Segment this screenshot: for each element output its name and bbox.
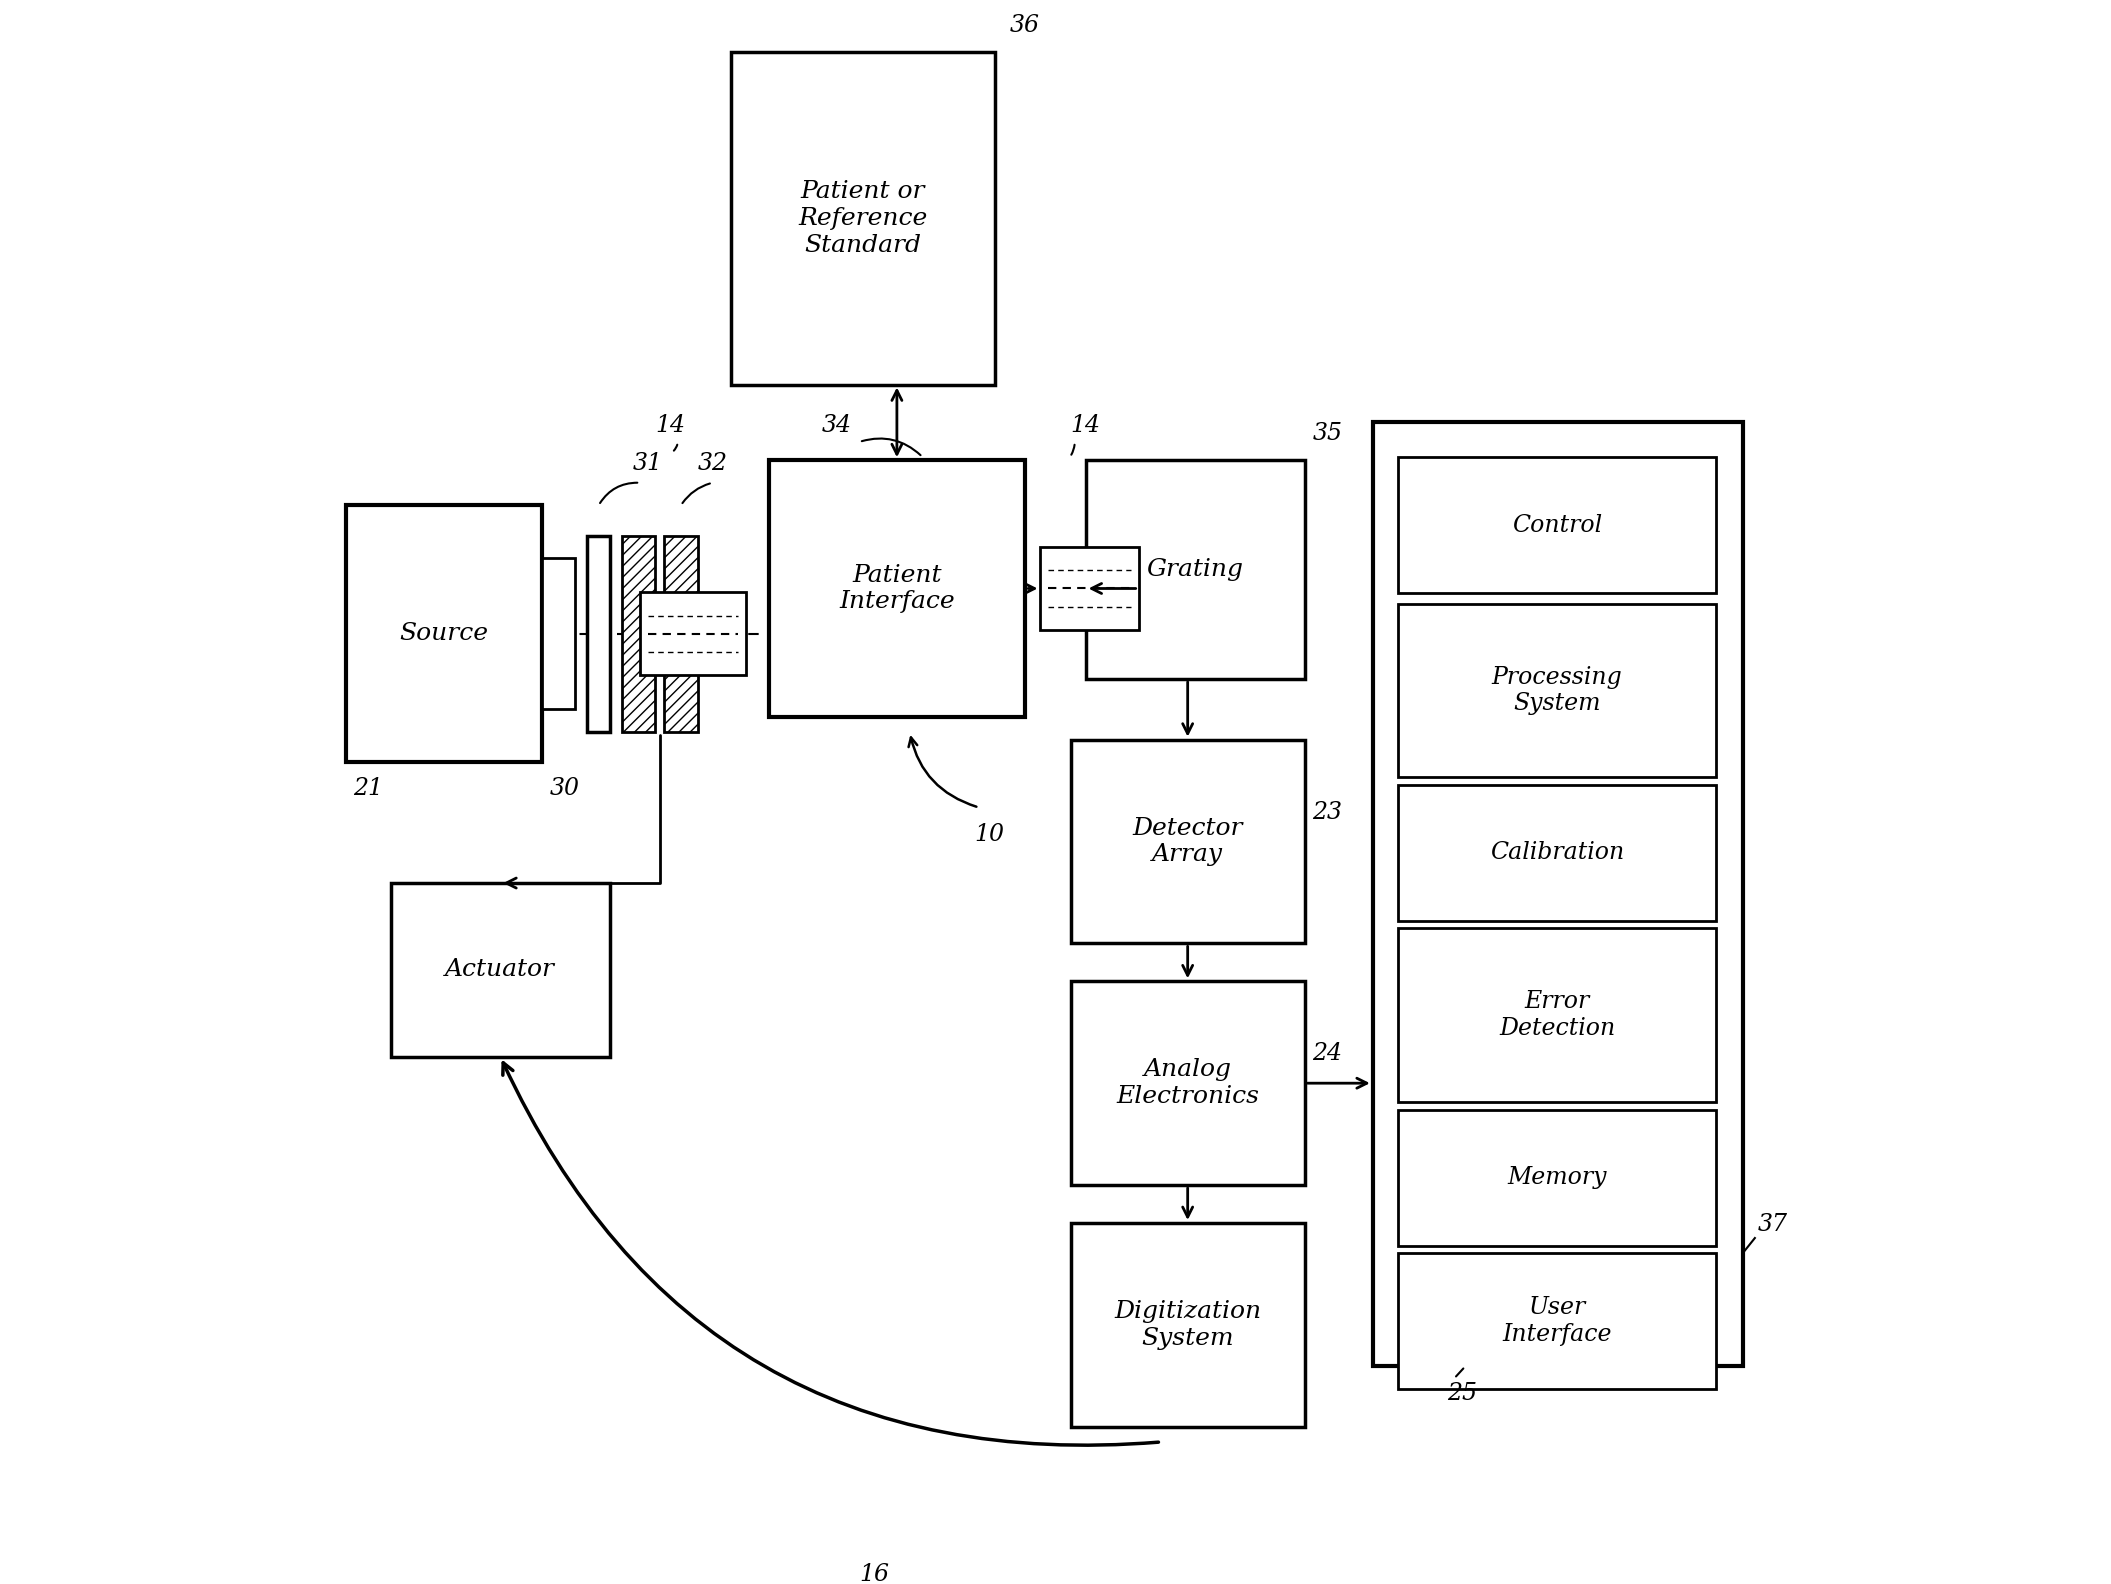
Bar (665, 535, 697, 732)
Text: 37: 37 (1758, 1213, 1788, 1236)
Bar (623, 535, 654, 732)
Text: 14: 14 (654, 415, 686, 437)
Bar (1070, 980, 1305, 1185)
Text: Calibration: Calibration (1490, 841, 1623, 865)
Bar (640, 592, 745, 675)
Text: 31: 31 (633, 451, 663, 475)
Bar (1085, 459, 1305, 680)
Text: Detector
Array: Detector Array (1131, 817, 1243, 866)
Text: User
Interface: User Interface (1503, 1296, 1611, 1346)
Text: Actuator: Actuator (445, 958, 555, 982)
Text: 36: 36 (1011, 14, 1041, 36)
Text: 21: 21 (353, 778, 382, 800)
Text: Digitization
System: Digitization System (1115, 1300, 1260, 1350)
Text: Patient or
Reference
Standard: Patient or Reference Standard (798, 181, 927, 257)
Text: Patient
Interface: Patient Interface (838, 564, 954, 613)
Text: 34: 34 (821, 415, 851, 437)
Bar (1070, 740, 1305, 944)
Bar (346, 505, 543, 762)
Text: 35: 35 (1313, 421, 1343, 445)
Bar (543, 558, 574, 710)
Bar (1372, 423, 1744, 1367)
Text: 30: 30 (549, 778, 581, 800)
Text: 16: 16 (859, 1563, 889, 1584)
Text: Error
Detection: Error Detection (1499, 990, 1615, 1041)
Text: Memory: Memory (1507, 1166, 1606, 1190)
Bar (1070, 1223, 1305, 1427)
Text: 32: 32 (697, 451, 728, 475)
Text: 24: 24 (1313, 1042, 1343, 1066)
Text: Control: Control (1511, 513, 1602, 537)
Bar (1397, 784, 1716, 920)
Text: Analog
Electronics: Analog Electronics (1117, 1058, 1258, 1107)
Bar (587, 535, 610, 732)
Bar (1041, 546, 1138, 630)
Text: Grating: Grating (1146, 558, 1243, 581)
Text: 14: 14 (1070, 415, 1100, 437)
Bar (768, 459, 1026, 718)
Text: Source: Source (399, 623, 488, 645)
Text: Processing
System: Processing System (1492, 665, 1623, 716)
Bar (1397, 1253, 1716, 1389)
Bar (1397, 1110, 1716, 1245)
Text: 25: 25 (1446, 1381, 1478, 1405)
Bar (730, 52, 994, 385)
Bar (391, 882, 610, 1057)
Bar (1397, 458, 1716, 592)
Bar (1397, 928, 1716, 1102)
Text: 10: 10 (973, 822, 1005, 846)
Text: 23: 23 (1313, 802, 1343, 824)
Bar (1397, 604, 1716, 778)
